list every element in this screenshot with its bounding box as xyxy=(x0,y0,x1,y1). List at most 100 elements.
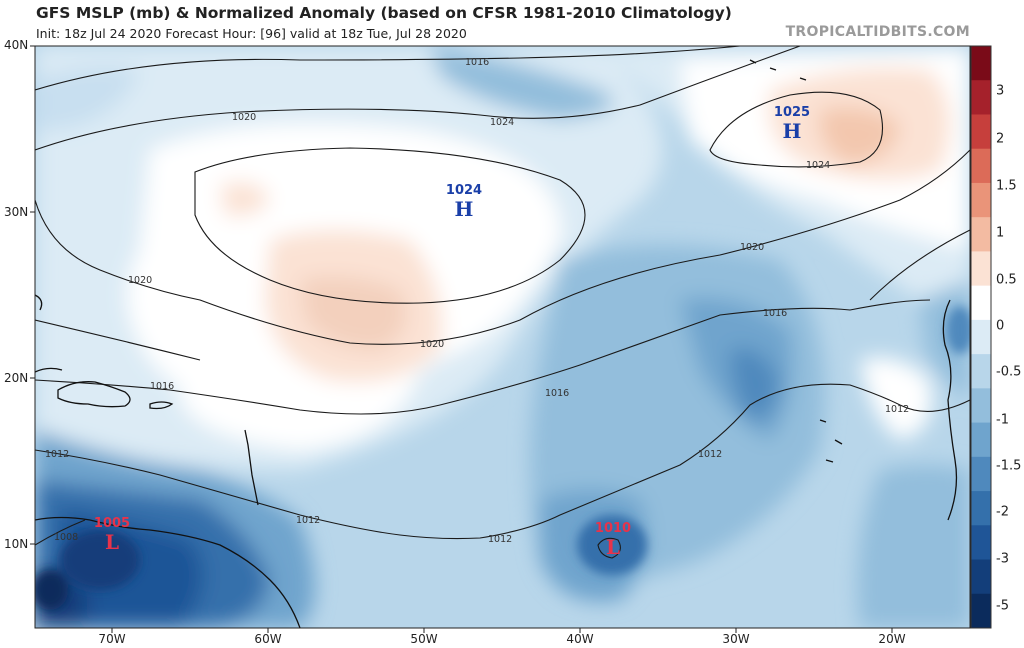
iberia-africa-coast xyxy=(942,299,958,521)
isobar-1008-west xyxy=(35,519,86,546)
isobar-label: 1012 xyxy=(488,534,512,545)
low-center-1005: 1005 L xyxy=(94,516,130,554)
anomaly-field xyxy=(35,46,970,628)
lat-label: 40N xyxy=(4,38,29,52)
isobar-1020-north xyxy=(35,46,801,151)
colorbar-label: -1 xyxy=(996,412,1009,428)
isobar-1016-central xyxy=(35,299,931,415)
colorbar-swatch xyxy=(971,422,991,458)
isobar-label: 1008 xyxy=(54,532,78,543)
high-center-1024: 1024 H xyxy=(446,183,482,221)
colorbar-swatch xyxy=(971,46,991,81)
isobar-label: 1016 xyxy=(763,308,787,319)
isobar-1020-ne xyxy=(869,229,970,301)
colorbar-swatch xyxy=(971,354,991,389)
lon-label: 70W xyxy=(98,632,126,646)
colorbar-label: -0.5 xyxy=(996,364,1022,380)
lat-label: 20N xyxy=(4,371,29,385)
south-america-coast xyxy=(35,516,301,628)
isobar-label: 1012 xyxy=(296,515,320,526)
colorbar-swatch xyxy=(971,114,991,150)
pressure-value: 1025 xyxy=(774,105,810,120)
colorbar-swatch xyxy=(971,148,991,184)
isobar-labels: 1016 1020 1024 1024 1020 1020 1020 1016 … xyxy=(45,57,909,545)
lon-label: 50W xyxy=(410,632,438,646)
isobar-label: 1020 xyxy=(128,275,152,286)
colorbar-swatch xyxy=(971,388,991,424)
colorbar-label: -5 xyxy=(996,598,1009,614)
colorbar-swatch xyxy=(971,80,991,115)
canary-islands xyxy=(819,419,843,463)
colorbar-swatch xyxy=(971,217,991,252)
pressure-value: 1024 xyxy=(446,183,482,198)
colorbar-swatch xyxy=(971,525,991,561)
lon-label: 20W xyxy=(878,632,906,646)
colorbar-label: -2 xyxy=(996,504,1009,520)
map-subtitle: Init: 18z Jul 24 2020 Forecast Hour: [96… xyxy=(36,26,467,41)
isobar-1020-west xyxy=(35,149,970,345)
isobar-label: 1012 xyxy=(885,404,909,415)
colorbar-label: 3 xyxy=(996,83,1005,99)
colorbar-swatch xyxy=(971,319,991,355)
isobar-1016-lower xyxy=(35,319,201,361)
colorbar-swatch xyxy=(971,285,991,321)
lon-label: 60W xyxy=(254,632,282,646)
high-letter: H xyxy=(455,197,474,221)
lon-label: 40W xyxy=(566,632,594,646)
isobar-1008-low xyxy=(597,537,621,559)
low-center-1010: 1010 L xyxy=(595,521,631,559)
map-frame xyxy=(34,45,971,629)
isobar-label: 1012 xyxy=(698,449,722,460)
axis-ticks xyxy=(30,45,893,633)
colorbar-label: 1.5 xyxy=(996,178,1017,194)
colorbar xyxy=(970,45,992,629)
low-letter: L xyxy=(606,535,620,559)
isobar-1024-ne xyxy=(709,91,884,168)
isobar-1016-north xyxy=(35,46,741,91)
isobar-lines xyxy=(35,46,970,559)
isobar-label: 1020 xyxy=(420,339,444,350)
colorbar-frame xyxy=(970,45,992,629)
colorbar-swatch xyxy=(971,456,991,492)
high-letter: H xyxy=(783,119,802,143)
isobar-label: 1016 xyxy=(545,388,569,399)
pressure-value: 1010 xyxy=(595,521,631,536)
isobar-label: 1024 xyxy=(806,160,830,171)
colorbar-label: 0 xyxy=(996,318,1005,334)
colorbar-label: 2 xyxy=(996,131,1005,147)
colorbar-swatch xyxy=(971,182,991,218)
colorbar-label: -1.5 xyxy=(996,458,1022,474)
pressure-value: 1005 xyxy=(94,516,130,531)
isobar-label: 1016 xyxy=(465,57,489,68)
lat-label: 10N xyxy=(4,537,29,551)
colorbar-label: 0.5 xyxy=(996,272,1017,288)
isobar-label: 1020 xyxy=(232,112,256,123)
colorbar-swatch xyxy=(971,593,991,629)
watermark: TROPICALTIDBITS.COM xyxy=(785,24,970,40)
colorbar-label: -3 xyxy=(996,551,1009,567)
isobar-1024-high xyxy=(194,147,586,304)
colorbar-swatch xyxy=(971,559,991,595)
colorbar-swatch xyxy=(971,491,991,526)
coastlines xyxy=(35,59,958,628)
isobar-1012-south xyxy=(35,383,901,540)
pressure-centers: 1024 H 1025 H 1005 L 1010 L xyxy=(94,105,810,559)
low-letter: L xyxy=(105,530,119,554)
map-header: GFS MSLP (mb) & Normalized Anomaly (base… xyxy=(0,0,1024,44)
azores-islands xyxy=(749,59,807,81)
high-center-1025: 1025 H xyxy=(774,105,810,143)
isobar-1012-east xyxy=(899,399,970,412)
lesser-antilles xyxy=(244,429,259,506)
cuba-coast xyxy=(35,367,63,373)
colorbar-swatch xyxy=(971,251,991,287)
lon-label: 30W xyxy=(722,632,750,646)
florida-coast xyxy=(35,294,43,311)
hispaniola-coast xyxy=(57,381,131,408)
isobar-label: 1016 xyxy=(150,381,174,392)
colorbar-label: 1 xyxy=(996,225,1005,241)
isobar-label: 1020 xyxy=(740,242,764,253)
isobar-label: 1024 xyxy=(490,117,514,128)
puerto-rico-coast xyxy=(149,401,174,410)
map-title: GFS MSLP (mb) & Normalized Anomaly (base… xyxy=(36,4,732,22)
